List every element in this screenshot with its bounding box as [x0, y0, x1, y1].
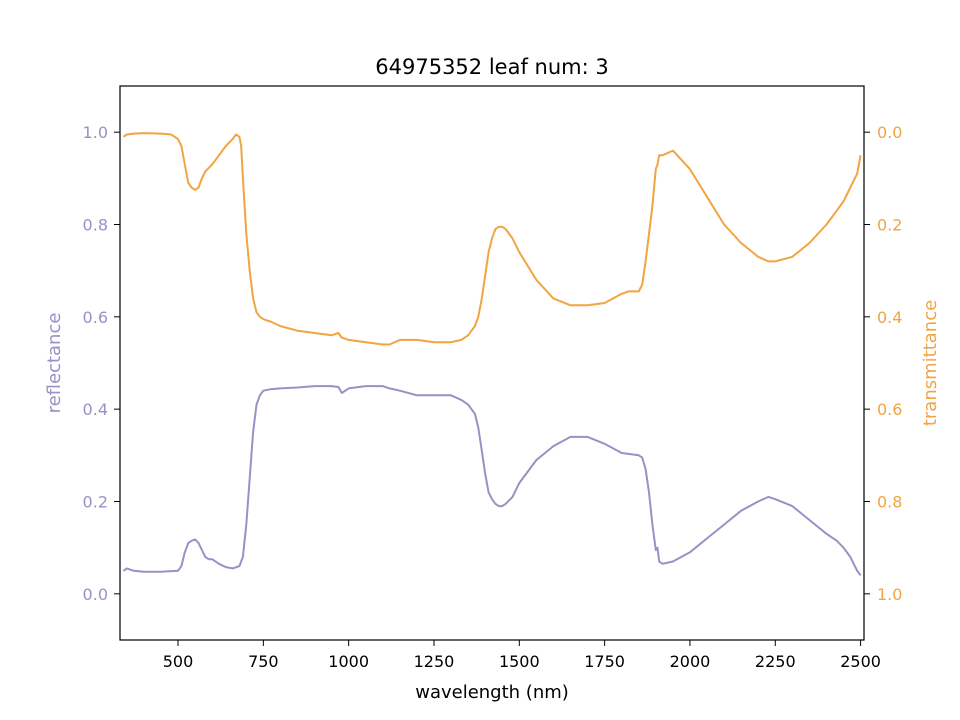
left-y-tick-label: 1.0 [83, 123, 108, 142]
x-tick-label: 750 [248, 652, 279, 671]
left-y-axis: 0.0 0.2 0.4 0.6 0.8 1.0 [83, 123, 120, 604]
left-y-tick-label: 0.0 [83, 585, 108, 604]
series-layer [122, 132, 862, 576]
right-y-tick-label: 0.8 [877, 493, 902, 512]
reflectance-line [122, 385, 862, 576]
right-y-tick-label: 1.0 [877, 585, 902, 604]
right-y-tick-label: 0.6 [877, 400, 902, 419]
right-y-tick-label: 0.0 [877, 123, 902, 142]
transmittance-line [122, 132, 862, 346]
left-y-tick-label: 0.2 [83, 493, 108, 512]
chart-title: 64975352 leaf num: 3 [375, 55, 608, 79]
left-y-tick-label: 0.8 [83, 216, 108, 235]
left-axis-label: reflectance [44, 313, 65, 414]
right-y-tick-label: 0.2 [877, 216, 902, 235]
right-y-tick-label: 0.4 [877, 308, 902, 327]
x-tick-label: 500 [163, 652, 194, 671]
x-tick-label: 2500 [840, 652, 881, 671]
x-axis: 500 750 1000 1250 1500 1750 2000 2250 2500 [163, 640, 881, 671]
right-y-axis: 0.0 0.2 0.4 0.6 0.8 1.0 [864, 123, 902, 604]
x-tick-label: 1000 [328, 652, 369, 671]
x-tick-label: 1250 [414, 652, 455, 671]
x-tick-label: 1500 [499, 652, 540, 671]
plot-frame [119, 85, 865, 641]
x-tick-label: 2250 [755, 652, 796, 671]
x-axis-label: wavelength (nm) [415, 682, 569, 703]
left-y-tick-label: 0.4 [83, 400, 108, 419]
x-tick-label: 2000 [670, 652, 711, 671]
x-tick-label: 1750 [584, 652, 625, 671]
right-axis-label: transmittance [920, 300, 941, 426]
left-y-tick-label: 0.6 [83, 308, 108, 327]
